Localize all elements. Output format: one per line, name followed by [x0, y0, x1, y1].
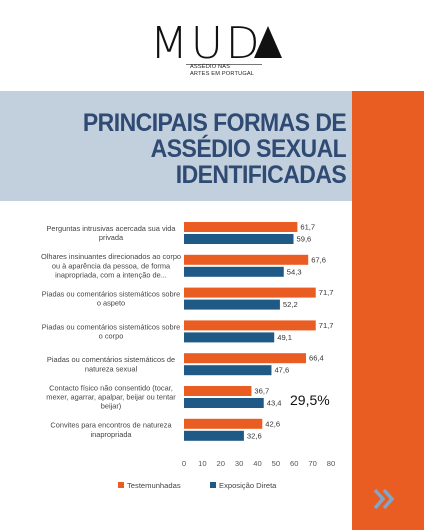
legend-label-0: Testemunhadas: [127, 481, 181, 490]
x-tick-label-5: 50: [272, 459, 280, 468]
x-tick-label-7: 70: [308, 459, 316, 468]
bar-testemunhadas-1: [184, 254, 309, 265]
bar-chart: 61,7 59,6 Perguntas intrusivas acercada su…: [41, 222, 335, 490]
data-label-0-4: 66,4: [309, 354, 324, 363]
logo-wordmark: M U D: [150, 18, 260, 69]
bar-testemunhadas-4: [184, 353, 307, 364]
bar-exposicao-direta-3: [184, 332, 275, 343]
data-label-1-6: 32,6: [247, 431, 262, 440]
category-label-4: Piadas ou comentários sistemáticos de nat…: [47, 355, 175, 373]
category-label-6: Convites para encontros de natureza inapr…: [50, 421, 172, 439]
title-line2: ASSÉDIO SEXUAL: [150, 135, 347, 163]
data-label-1-0: 59,6: [297, 235, 312, 244]
bar-testemunhadas-3: [184, 320, 316, 331]
category-label-3: Piadas ou comentários sistemáticos sobre…: [42, 322, 180, 340]
chart-annotation: 29,5%: [290, 392, 330, 408]
title-line1: PRINCIPAIS FORMAS DE: [82, 109, 347, 137]
category-label-0: Perguntas intrusivas acercada sua vida pr…: [47, 224, 177, 242]
legend-swatch-0: [118, 482, 124, 488]
data-label-0-1: 67,6: [311, 255, 326, 264]
legend-swatch-1: [210, 482, 216, 488]
data-label-1-3: 49,1: [277, 333, 292, 342]
x-tick-label-2: 20: [217, 459, 225, 468]
logo-divider: [186, 64, 262, 65]
x-tick-label-1: 10: [198, 459, 206, 468]
data-label-0-0: 61,7: [300, 223, 315, 232]
bar-testemunhadas-2: [184, 287, 316, 298]
data-label-1-2: 52,2: [283, 300, 298, 309]
x-tick-label-4: 40: [253, 459, 261, 468]
bar-exposicao-direta-1: [184, 266, 284, 277]
bar-exposicao-direta-2: [184, 299, 280, 310]
page-title: PRINCIPAIS FORMAS DE ASSÉDIO SEXUAL IDEN…: [82, 109, 347, 189]
muda-logo: M U D ASSÉDIO NAS ARTES EM PORTUGAL: [150, 18, 282, 84]
category-label-2: Piadas ou comentários sistemáticos sobre…: [42, 290, 180, 308]
bar-exposicao-direta-5: [184, 398, 264, 408]
logo-subtitle: ASSÉDIO NAS ARTES EM PORTUGAL: [190, 64, 254, 78]
header-band: [0, 91, 352, 201]
data-label-1-5: 43,4: [267, 399, 282, 408]
x-tick-label-6: 60: [290, 459, 298, 468]
x-tick-label-0: 0: [182, 459, 186, 468]
data-label-0-3: 71,7: [319, 321, 334, 330]
logo-subtitle-line1: ASSÉDIO NAS: [190, 64, 231, 70]
logo-triangle: [254, 26, 282, 58]
bar-testemunhadas-5: [184, 386, 252, 396]
bar-exposicao-direta-0: [184, 234, 294, 244]
data-label-0-6: 42,6: [265, 419, 280, 428]
logo-subtitle-line2: ARTES EM PORTUGAL: [190, 71, 255, 77]
x-tick-label-8: 80: [327, 459, 335, 468]
data-label-1-1: 54,3: [287, 267, 302, 276]
bar-exposicao-direta-4: [184, 365, 272, 376]
data-label-0-2: 71,7: [319, 288, 334, 297]
double-chevron-right-icon[interactable]: [373, 488, 397, 510]
category-label-1: Olhares insinuantes direcionados ao corp…: [41, 252, 181, 279]
x-tick-label-3: 30: [235, 459, 243, 468]
bar-testemunhadas-0: [184, 222, 298, 232]
orange-side-bar: [352, 91, 424, 530]
bar-exposicao-direta-6: [184, 430, 244, 441]
category-label-5: Contacto físico não consentido (tocar, me…: [46, 383, 176, 410]
data-label-1-4: 47,6: [274, 366, 289, 375]
legend-label-1: Exposição Direta: [219, 481, 277, 490]
data-label-0-5: 36,7: [254, 387, 269, 396]
title-line3: IDENTIFICADAS: [175, 161, 347, 189]
bar-testemunhadas-6: [184, 418, 263, 429]
